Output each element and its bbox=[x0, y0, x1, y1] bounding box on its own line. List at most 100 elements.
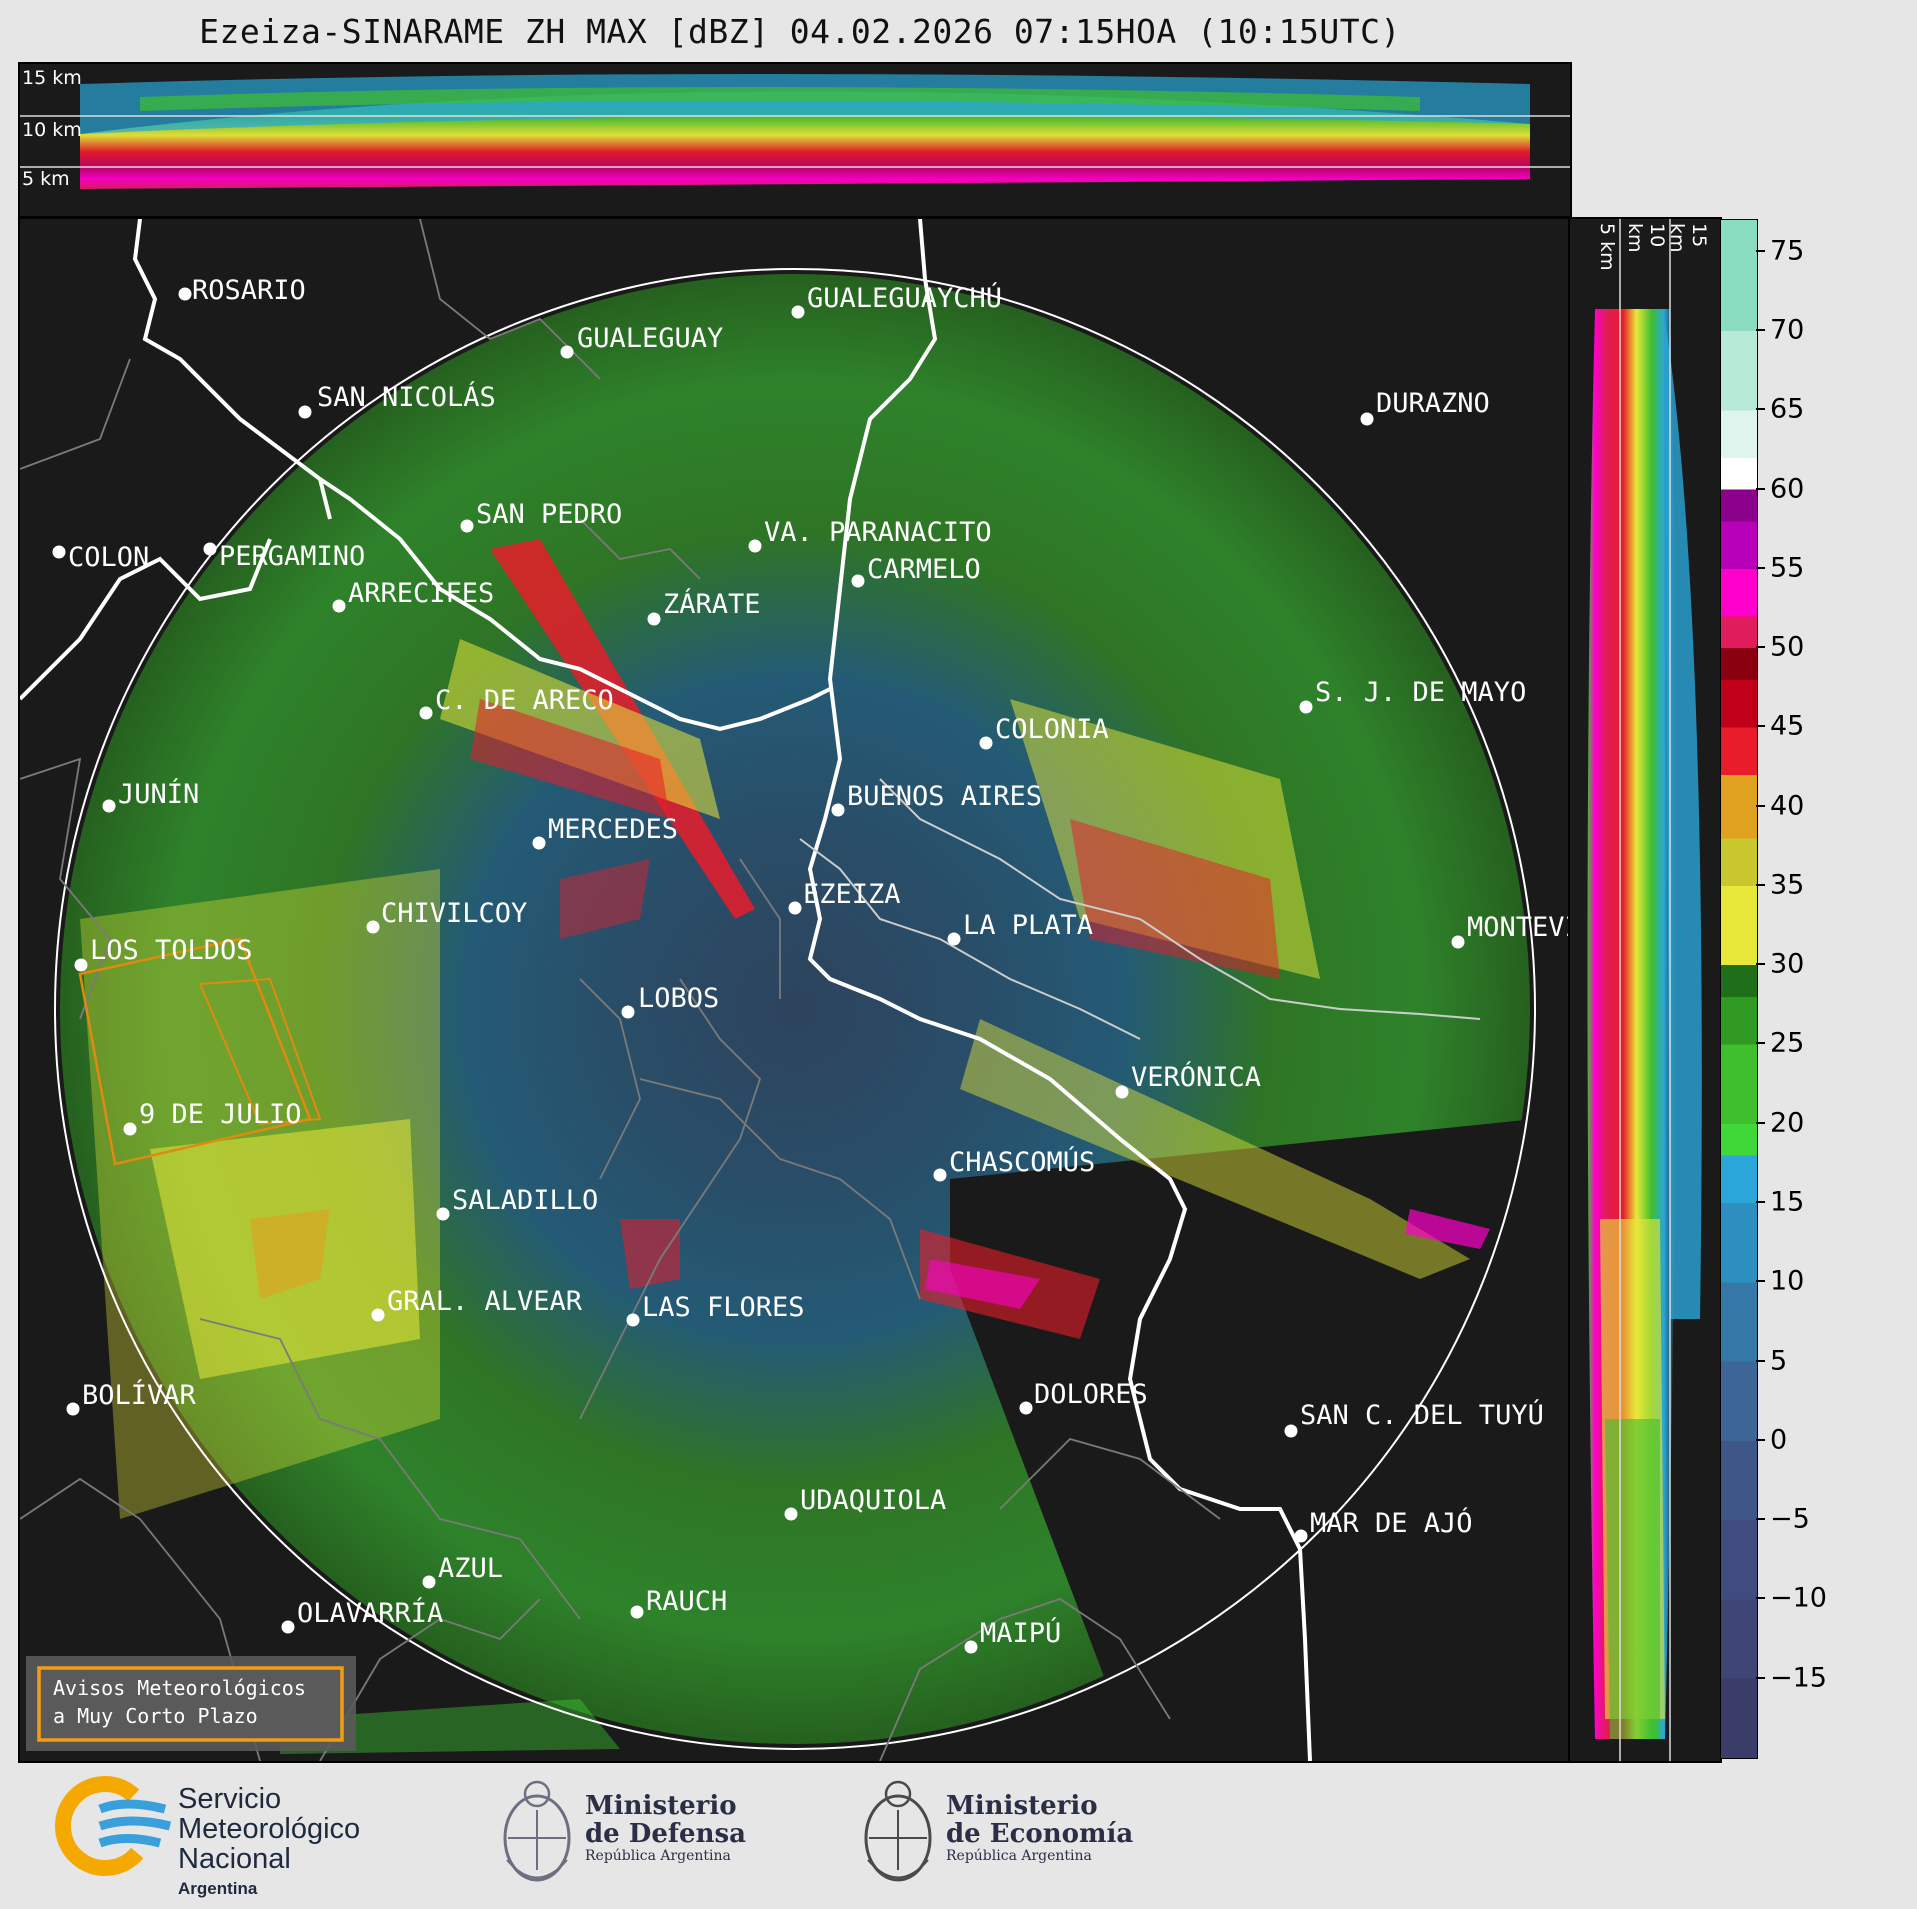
city-label: 9 DE JULIO bbox=[139, 1099, 302, 1130]
city-marker[interactable]: JUNÍN bbox=[102, 778, 200, 813]
colorbar-tick bbox=[1756, 249, 1765, 252]
city-label: ROSARIO bbox=[192, 275, 306, 306]
colorbar-tick bbox=[1756, 804, 1765, 807]
city-dot-icon bbox=[748, 539, 762, 553]
city-label: COLON bbox=[68, 542, 149, 573]
city-marker[interactable]: AZUL bbox=[422, 1553, 504, 1589]
city-marker[interactable]: UDAQUIOLA bbox=[784, 1485, 947, 1521]
city-marker[interactable]: RAUCH bbox=[630, 1586, 728, 1619]
city-marker[interactable]: ROSARIO bbox=[178, 275, 306, 306]
colorbar-tick-label: 60 bbox=[1770, 473, 1805, 505]
city-marker[interactable]: BUENOS AIRES bbox=[831, 781, 1043, 817]
city-dot-icon bbox=[647, 612, 661, 626]
city-marker[interactable]: MAR DE AJÓ bbox=[1294, 1507, 1473, 1543]
city-label: RAUCH bbox=[646, 1586, 727, 1617]
city-marker[interactable]: ARRECIFES bbox=[332, 578, 495, 613]
city-label: GUALEGUAY bbox=[577, 323, 723, 354]
economia-logo-line1: Ministerio bbox=[946, 1791, 1098, 1821]
defensa-logo-line2: de Defensa bbox=[585, 1819, 746, 1849]
city-marker[interactable]: S. J. DE MAYO bbox=[1299, 677, 1527, 714]
city-marker[interactable]: ZÁRATE bbox=[647, 588, 761, 626]
side-height-label: 5 km bbox=[1596, 223, 1618, 271]
city-marker[interactable]: VERÓNICA bbox=[1115, 1061, 1262, 1099]
radar-map[interactable]: ROSARIO GUALEGUAYCHÚ GUALEGUAY SAN NICOLÁS D… bbox=[18, 217, 1572, 1763]
city-label: UDAQUIOLA bbox=[800, 1485, 946, 1516]
coat-of-arms-icon bbox=[503, 1780, 571, 1882]
top-height-label: 5 km bbox=[22, 168, 70, 190]
city-marker[interactable]: BOLÍVAR bbox=[66, 1379, 197, 1416]
city-label: CARMELO bbox=[867, 554, 981, 585]
city-marker[interactable]: MONTEVIDEO bbox=[1451, 912, 1571, 949]
city-marker[interactable]: SAN PEDRO bbox=[460, 499, 623, 533]
city-marker[interactable]: SAN C. DEL TUYÚ bbox=[1284, 1399, 1544, 1438]
warning-legend-line1: Avisos Meteorológicos bbox=[53, 1676, 306, 1700]
city-marker[interactable]: LOBOS bbox=[621, 983, 720, 1019]
city-marker[interactable]: LA PLATA bbox=[947, 910, 1094, 946]
city-marker[interactable]: LAS FLORES bbox=[626, 1292, 805, 1327]
colorbar-tick-label: −15 bbox=[1770, 1662, 1827, 1694]
colorbar-tick-label: 45 bbox=[1770, 710, 1805, 742]
city-marker[interactable]: CARMELO bbox=[851, 554, 981, 588]
city-dot-icon bbox=[1284, 1424, 1298, 1438]
city-marker[interactable]: VA. PARANACITO bbox=[748, 517, 992, 553]
city-marker[interactable]: COLONIA bbox=[979, 714, 1109, 750]
city-label: JUNÍN bbox=[118, 778, 199, 810]
top-height-label: 15 km bbox=[22, 67, 82, 89]
colorbar-tick-label: 10 bbox=[1770, 1265, 1805, 1297]
city-dot-icon bbox=[788, 901, 802, 915]
city-marker[interactable]: DOLORES bbox=[1019, 1379, 1148, 1415]
city-dot-icon bbox=[532, 836, 546, 850]
city-dot-icon bbox=[366, 920, 380, 934]
smn-logo-line1: Servicio bbox=[178, 1783, 282, 1815]
top-cross-section-echo bbox=[20, 74, 1570, 189]
city-label: CHIVILCOY bbox=[381, 898, 527, 929]
city-marker[interactable]: OLAVARRÍA bbox=[281, 1597, 444, 1634]
warning-polygon[interactable] bbox=[198, 977, 322, 1126]
city-marker[interactable]: GRAL. ALVEAR bbox=[371, 1286, 583, 1322]
city-dot-icon bbox=[66, 1402, 80, 1416]
colorbar-tick-label: 35 bbox=[1770, 869, 1805, 901]
city-dot-icon bbox=[1360, 412, 1374, 426]
city-marker[interactable]: GUALEGUAYCHÚ bbox=[791, 282, 1003, 319]
city-label: CHASCOMÚS bbox=[949, 1146, 1095, 1178]
city-marker[interactable]: EZEIZA bbox=[788, 879, 901, 915]
city-dot-icon bbox=[630, 1605, 644, 1619]
warning-legend-line2: a Muy Corto Plazo bbox=[53, 1704, 258, 1728]
smn-logo-line4: Argentina bbox=[178, 1879, 258, 1898]
city-label: LAS FLORES bbox=[642, 1292, 805, 1323]
city-label: MAR DE AJÓ bbox=[1310, 1507, 1473, 1539]
colorbar-tick bbox=[1756, 963, 1765, 966]
city-marker[interactable]: CHASCOMÚS bbox=[933, 1146, 1096, 1182]
city-dot-icon bbox=[281, 1620, 295, 1634]
footer-logos: Servicio Meteorológico Nacional Argentin… bbox=[0, 1762, 1917, 1909]
city-label: AZUL bbox=[438, 1553, 503, 1584]
city-dot-icon bbox=[1451, 935, 1465, 949]
colorbar bbox=[1720, 219, 1758, 1759]
city-marker[interactable]: MERCEDES bbox=[532, 814, 679, 850]
warning-legend: Avisos Meteorológicos a Muy Corto Plazo bbox=[26, 1656, 356, 1751]
city-marker[interactable]: SALADILLO bbox=[436, 1185, 599, 1221]
colorbar-tick-label: 50 bbox=[1770, 631, 1805, 663]
city-marker[interactable]: LOS TOLDOS bbox=[74, 935, 253, 972]
smn-logo-line2: Meteorológico bbox=[178, 1813, 361, 1845]
city-marker[interactable]: SAN NICOLÁS bbox=[298, 381, 496, 419]
city-dot-icon bbox=[626, 1313, 640, 1327]
shoreline-uruguay bbox=[799, 778, 1481, 1040]
city-marker[interactable]: PERGAMINO bbox=[203, 541, 366, 572]
city-label: SAN C. DEL TUYÚ bbox=[1300, 1399, 1544, 1431]
city-marker[interactable]: COLON bbox=[52, 542, 150, 573]
reflectivity-echoes bbox=[60, 274, 1535, 1754]
city-marker[interactable]: DURAZNO bbox=[1360, 388, 1490, 426]
city-label: SALADILLO bbox=[452, 1185, 598, 1216]
city-label: C. DE ARECO bbox=[435, 685, 614, 716]
city-marker[interactable]: CHIVILCOY bbox=[366, 898, 528, 934]
city-marker[interactable]: C. DE ARECO bbox=[419, 685, 614, 720]
colorbar-tick bbox=[1756, 1121, 1765, 1124]
city-marker[interactable]: GUALEGUAY bbox=[560, 323, 724, 359]
city-dot-icon bbox=[102, 799, 116, 813]
city-marker[interactable]: MAIPÚ bbox=[964, 1617, 1062, 1654]
colorbar-tick-label: 5 bbox=[1770, 1345, 1788, 1377]
city-dot-icon bbox=[784, 1507, 798, 1521]
admin-boundaries bbox=[20, 219, 1221, 1761]
city-marker[interactable]: 9 DE JULIO bbox=[123, 1099, 302, 1136]
